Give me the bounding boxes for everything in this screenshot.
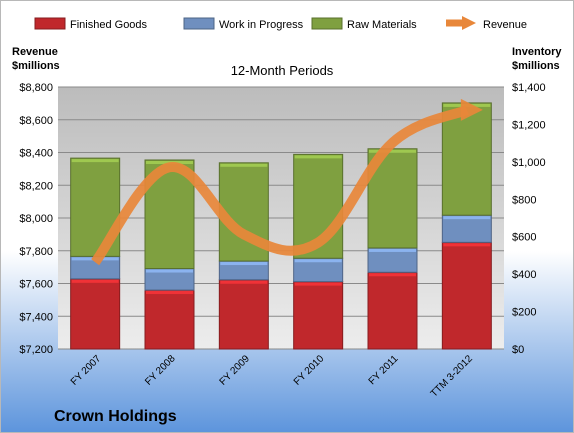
bar-highlight bbox=[369, 149, 416, 153]
right-tick-label: $1,400 bbox=[512, 82, 546, 94]
legend-swatch-revenue-arrow bbox=[462, 16, 476, 30]
right-axis-label-line2: $millions bbox=[512, 60, 560, 72]
bar-raw-materials bbox=[441, 102, 492, 216]
right-tick-label: $800 bbox=[512, 194, 536, 206]
bar-highlight bbox=[146, 291, 193, 295]
legend-label: Revenue bbox=[483, 19, 527, 31]
bar-highlight bbox=[220, 163, 268, 167]
right-tick-label: $200 bbox=[512, 307, 536, 319]
bar-finished-goods bbox=[218, 279, 269, 350]
company-name: Crown Holdings bbox=[54, 408, 177, 425]
left-tick-label: $8,000 bbox=[19, 213, 53, 225]
bar-highlight bbox=[294, 155, 342, 159]
left-tick-label: $8,400 bbox=[19, 148, 53, 160]
legend-label: Raw Materials bbox=[347, 19, 417, 31]
bar-work-in-progress bbox=[441, 214, 492, 243]
bar-finished-goods bbox=[441, 241, 492, 350]
revenue-arrowhead bbox=[460, 98, 483, 121]
left-tick-label: $8,800 bbox=[19, 82, 53, 94]
left-tick-label: $8,200 bbox=[19, 180, 53, 192]
bar-finished-goods bbox=[144, 289, 195, 350]
right-tick-label: $400 bbox=[512, 269, 536, 281]
bar-highlight bbox=[220, 262, 268, 266]
bar-finished-goods bbox=[293, 281, 344, 350]
bar-highlight bbox=[294, 282, 342, 286]
left-tick-label: $7,800 bbox=[19, 246, 53, 258]
chart-title: 12-Month Periods bbox=[231, 63, 334, 78]
right-tick-label: $0 bbox=[512, 344, 524, 356]
bar-finished-goods bbox=[367, 271, 418, 350]
legend-swatch-raw-materials bbox=[311, 17, 343, 30]
left-tick-label: $7,400 bbox=[19, 311, 53, 323]
legend-swatch-work-in-progress bbox=[183, 17, 215, 30]
bar-finished-goods bbox=[70, 278, 121, 350]
right-tick-label: $600 bbox=[512, 232, 536, 244]
revenue-line bbox=[91, 105, 469, 266]
left-axis-label-line1: Revenue bbox=[12, 46, 58, 58]
bar-highlight bbox=[369, 248, 416, 252]
left-tick-label: $7,200 bbox=[19, 344, 53, 356]
bar-highlight bbox=[443, 216, 491, 220]
bar-highlight bbox=[146, 269, 193, 273]
bar-highlight bbox=[369, 273, 416, 277]
left-tick-label: $8,600 bbox=[19, 115, 53, 127]
bar-work-in-progress bbox=[367, 247, 418, 273]
legend-label: Work in Progress bbox=[219, 19, 304, 31]
legend-swatch-finished-goods bbox=[34, 17, 66, 30]
bar-raw-materials bbox=[70, 157, 121, 257]
bar-highlight bbox=[294, 259, 342, 263]
left-tick-label: $7,600 bbox=[19, 279, 53, 291]
right-tick-label: $1,000 bbox=[512, 157, 546, 169]
right-axis-label-line1: Inventory bbox=[512, 46, 562, 58]
bar-highlight bbox=[220, 280, 268, 284]
bar-highlight bbox=[71, 279, 119, 283]
legend: Finished Goods Work in Progress Raw Materi… bbox=[34, 16, 527, 31]
left-axis-label-line2: $millions bbox=[12, 60, 60, 72]
legend-label: Finished Goods bbox=[70, 19, 148, 31]
right-tick-label: $1,200 bbox=[512, 119, 546, 131]
bar-highlight bbox=[71, 159, 119, 163]
bar-highlight bbox=[443, 243, 491, 247]
